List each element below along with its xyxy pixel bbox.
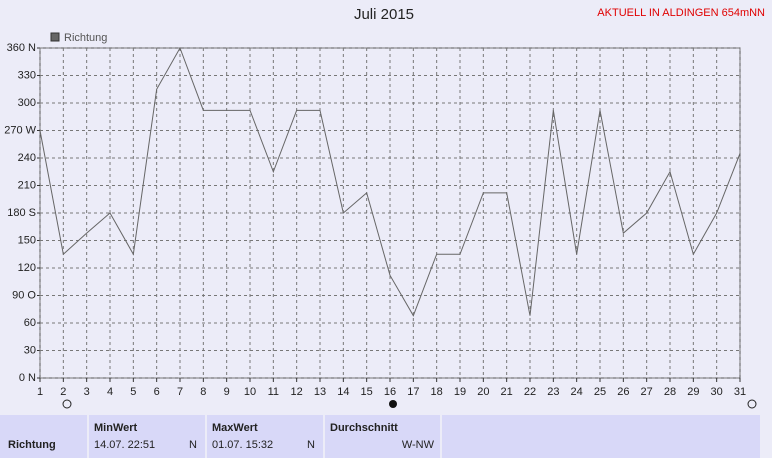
x-tick-label: 5 — [130, 386, 136, 398]
avg-value: W-NW — [402, 439, 435, 451]
x-tick-label: 13 — [314, 386, 326, 398]
row-label: Richtung — [8, 439, 56, 451]
legend-label: Richtung — [64, 32, 107, 44]
summary-table: Richtung MinWert 14.07. 22:51 N MaxWert … — [0, 415, 760, 458]
cell — [0, 415, 87, 458]
y-tick-label: 270 W — [4, 124, 36, 136]
x-tick-label: 30 — [711, 386, 723, 398]
x-tick-label: 2 — [60, 386, 66, 398]
x-tick-label: 17 — [407, 386, 419, 398]
x-tick-label: 28 — [664, 386, 676, 398]
min-dir: N — [189, 439, 197, 451]
y-tick-label: 180 S — [7, 207, 36, 219]
y-tick-label: 30 — [24, 344, 36, 356]
x-tick-label: 25 — [594, 386, 606, 398]
y-tick-label: 120 — [18, 262, 36, 274]
y-tick-label: 150 — [18, 234, 36, 246]
y-tick-label: 60 — [24, 317, 36, 329]
x-tick-label: 10 — [244, 386, 256, 398]
x-tick-label: 7 — [177, 386, 183, 398]
x-tick-label: 20 — [477, 386, 489, 398]
chart-title: Juli 2015 — [354, 6, 414, 23]
x-tick-label: 11 — [268, 386, 279, 398]
y-tick-label: 0 N — [19, 372, 36, 384]
x-tick-label: 4 — [107, 386, 113, 398]
y-tick-label: 90 O — [12, 289, 36, 301]
cell — [325, 415, 440, 458]
x-tick-label: 12 — [291, 386, 303, 398]
x-tick-label: 14 — [337, 386, 349, 398]
x-tick-label: 6 — [154, 386, 160, 398]
avg-header: Durchschnitt — [330, 422, 398, 434]
x-tick-label: 3 — [84, 386, 90, 398]
marker-icon — [389, 400, 397, 408]
min-time: 14.07. 22:51 — [94, 439, 155, 451]
y-tick-label: 330 — [18, 69, 36, 81]
x-tick-label: 1 — [37, 386, 43, 398]
cell — [442, 415, 760, 458]
max-header: MaxWert — [212, 422, 258, 434]
max-dir: N — [307, 439, 315, 451]
x-tick-label: 19 — [454, 386, 466, 398]
x-tick-label: 23 — [547, 386, 559, 398]
cell — [207, 415, 323, 458]
legend-swatch — [50, 32, 60, 42]
marker-icon — [62, 399, 72, 409]
marker-icon — [747, 399, 757, 409]
x-tick-label: 22 — [524, 386, 536, 398]
max-time: 01.07. 15:32 — [212, 439, 273, 451]
y-tick-label: 360 N — [7, 42, 36, 54]
x-tick-label: 21 — [501, 386, 513, 398]
min-header: MinWert — [94, 422, 138, 434]
x-tick-label: 29 — [687, 386, 699, 398]
x-tick-label: 26 — [617, 386, 629, 398]
x-tick-label: 18 — [431, 386, 443, 398]
x-tick-label: 24 — [571, 386, 583, 398]
station-label: AKTUELL IN ALDINGEN 654mNN — [597, 7, 765, 19]
x-tick-label: 27 — [641, 386, 653, 398]
x-tick-label: 15 — [361, 386, 373, 398]
y-tick-label: 210 — [18, 179, 36, 191]
x-tick-label: 16 — [384, 386, 396, 398]
cell — [89, 415, 205, 458]
y-tick-label: 240 — [18, 152, 36, 164]
x-tick-label: 8 — [200, 386, 206, 398]
y-tick-label: 300 — [18, 97, 36, 109]
data-line — [39, 46, 741, 317]
x-tick-label: 9 — [224, 386, 230, 398]
x-tick-label: 31 — [734, 386, 746, 398]
